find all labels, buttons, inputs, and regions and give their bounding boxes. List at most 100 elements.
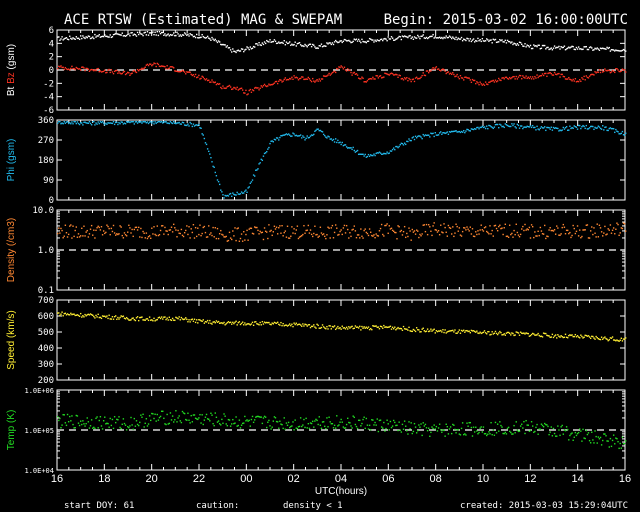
data-point-bz <box>290 78 292 80</box>
data-point-bt <box>174 34 176 37</box>
data-point-density <box>106 224 108 226</box>
data-point-bt <box>481 37 484 40</box>
data-point-temp <box>74 427 76 429</box>
data-point-temp <box>136 423 139 426</box>
data-point-temp <box>292 421 294 423</box>
data-point-temp <box>415 432 418 434</box>
data-point-bz <box>78 68 81 70</box>
data-point-temp <box>154 413 156 415</box>
data-point-speed <box>61 311 63 313</box>
data-point-density <box>322 233 325 235</box>
data-point-temp <box>244 415 246 418</box>
data-point-bz <box>352 72 354 74</box>
data-point-speed <box>78 315 81 318</box>
data-point-phi <box>341 141 343 144</box>
data-point-phi <box>325 136 327 138</box>
data-point-temp <box>96 416 98 418</box>
data-point-density <box>233 235 235 237</box>
data-point-temp <box>268 419 270 422</box>
data-point-phi <box>438 132 441 134</box>
data-point-bz <box>314 81 316 83</box>
data-point-speed <box>104 315 106 317</box>
data-point-bt <box>140 33 142 35</box>
data-point-speed <box>101 315 104 317</box>
data-point-temp <box>392 419 395 422</box>
data-point-temp <box>402 428 405 430</box>
data-point-bz <box>131 72 133 74</box>
data-point-bz <box>484 81 487 83</box>
data-point-phi <box>388 152 391 154</box>
data-point-bz <box>542 74 545 77</box>
data-point-phi <box>92 121 94 123</box>
data-point-phi <box>188 125 190 127</box>
data-point-density <box>386 223 388 225</box>
data-point-density <box>158 233 161 236</box>
data-point-temp <box>107 422 109 425</box>
data-point-bt <box>625 50 627 52</box>
data-point-speed <box>603 337 605 339</box>
data-point-bz <box>186 71 188 73</box>
data-point-bz <box>276 82 279 85</box>
data-point-phi <box>226 194 229 197</box>
data-point-density <box>510 233 512 236</box>
data-point-bz <box>200 77 202 80</box>
data-point-bz <box>189 71 191 73</box>
data-point-density <box>256 226 258 229</box>
data-point-bt <box>101 35 104 38</box>
data-point-phi <box>339 141 341 143</box>
data-point-speed <box>193 318 196 320</box>
data-point-bz <box>382 76 384 79</box>
data-point-phi <box>164 121 166 123</box>
data-point-bt <box>57 36 59 38</box>
data-point-temp <box>280 423 282 425</box>
data-point-bt <box>403 35 406 37</box>
data-point-speed <box>112 318 115 320</box>
data-point-bt <box>128 33 130 35</box>
data-point-bt <box>152 31 154 33</box>
data-point-bt <box>564 49 567 51</box>
data-point-bt <box>592 49 594 51</box>
data-point-speed <box>406 328 408 330</box>
data-point-phi <box>274 139 277 141</box>
data-point-bt <box>426 37 429 40</box>
data-point-bz <box>552 74 555 76</box>
data-point-speed <box>615 340 617 342</box>
data-point-bz <box>227 85 230 87</box>
data-point-speed <box>414 330 417 333</box>
data-point-phi <box>535 129 537 131</box>
data-point-bt <box>596 47 598 49</box>
data-point-bz <box>268 83 270 85</box>
data-point-bz <box>584 79 586 81</box>
data-point-bt <box>287 42 290 44</box>
data-point-speed <box>159 317 162 320</box>
data-point-phi <box>128 121 130 123</box>
data-point-bt <box>444 37 446 39</box>
data-point-speed <box>465 330 467 332</box>
data-point-density <box>479 229 481 231</box>
data-point-bz <box>414 77 417 79</box>
data-point-bz <box>340 65 342 67</box>
data-point-temp <box>577 431 580 434</box>
data-point-temp <box>189 422 191 424</box>
data-point-temp <box>150 419 152 422</box>
data-point-phi <box>135 121 138 123</box>
data-point-bz <box>513 75 515 78</box>
data-point-speed <box>348 326 350 328</box>
data-point-bt <box>181 34 184 36</box>
data-point-bt <box>88 35 91 38</box>
data-point-temp <box>283 417 285 419</box>
data-point-phi <box>64 122 67 124</box>
data-point-bt <box>595 48 597 50</box>
data-point-phi <box>311 134 314 137</box>
data-point-temp <box>105 423 107 425</box>
data-point-density <box>536 235 538 237</box>
data-point-bz <box>259 87 261 89</box>
data-point-bz <box>502 77 504 79</box>
data-point-speed <box>350 326 352 328</box>
data-point-temp <box>266 426 268 429</box>
data-point-bt <box>253 46 256 48</box>
data-point-density <box>547 235 549 238</box>
data-point-speed <box>167 319 169 321</box>
data-point-density <box>399 230 401 233</box>
data-point-phi <box>588 127 591 129</box>
